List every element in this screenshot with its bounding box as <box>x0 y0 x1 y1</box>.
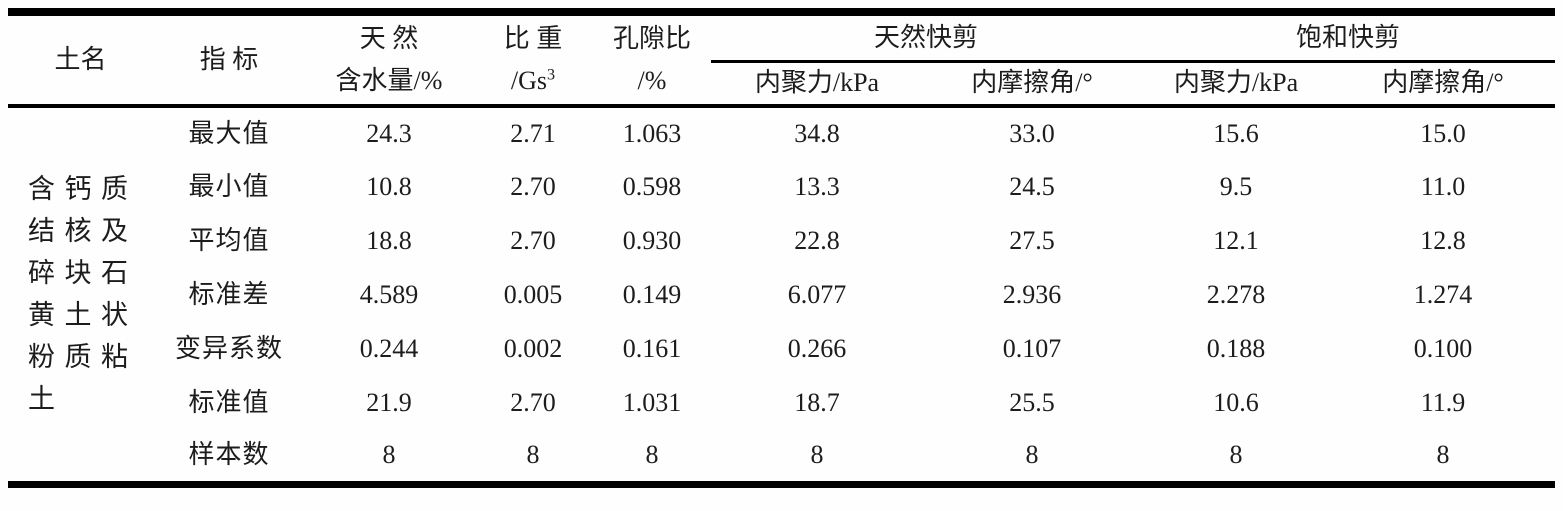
value-cell: 11.0 <box>1420 171 1466 201</box>
value-cell: 8 <box>526 440 540 469</box>
soil-name-line: 土 <box>28 384 55 415</box>
table-row-max: 含钙质 结核及 碎块石 黄土状 粉质粘 土 最大值 24.3 2.71 1.06… <box>8 106 1555 415</box>
value-cell: 0.107 <box>1002 333 1062 363</box>
value-cell: 2.70 <box>510 225 556 255</box>
value-cell: 0.005 <box>503 279 563 309</box>
col-header-void-ratio: 孔隙比 /% <box>593 12 711 108</box>
soil-name-line: 粉质粘 <box>28 342 128 373</box>
soil-name-line: 含钙质 <box>28 174 128 205</box>
specific-gravity-unit: /Gs <box>510 66 548 95</box>
value-cell: 0.266 <box>787 333 847 363</box>
value-cell: 8 <box>1436 440 1450 469</box>
value-cell: 8 <box>1025 440 1039 469</box>
value-cell: 0.149 <box>622 279 682 309</box>
table-row-min: 最小值 10.8 2.70 0.598 13.3 24.5 9.5 11.0 <box>8 160 1555 214</box>
value-cell: 0.244 <box>359 333 419 363</box>
header-row-1: 土名 指 标 天 然 含水量/% 比 重 /Gs3 孔隙比 /% 天然快剪 饱和… <box>8 12 1556 108</box>
value-cell: 0.100 <box>1413 333 1473 363</box>
specific-gravity-line1: 比 重 <box>503 24 563 53</box>
value-cell: 21.9 <box>366 387 412 417</box>
group-header-saturated-quick-shear: 饱和快剪 <box>1141 12 1556 63</box>
value-cell: 15.0 <box>1420 118 1466 148</box>
row-label: 样本数 <box>188 440 270 469</box>
col-header-friction-angle-natural: 内摩擦角/° <box>923 61 1142 108</box>
row-label: 变异系数 <box>174 333 283 363</box>
value-cell: 8 <box>645 440 659 469</box>
col-header-friction-angle-saturated: 内摩擦角/° <box>1331 61 1556 108</box>
col-header-indicator: 指 标 <box>153 12 305 108</box>
value-cell: 8 <box>1229 440 1243 469</box>
value-cell: 13.3 <box>794 171 840 201</box>
value-cell: 2.70 <box>510 171 556 201</box>
row-label: 标准值 <box>188 387 270 417</box>
void-ratio-line2: /% <box>637 66 667 95</box>
specific-gravity-line2: /Gs3 <box>473 60 593 102</box>
row-label: 最小值 <box>188 171 270 201</box>
table-row-mean: 平均值 18.8 2.70 0.930 22.8 27.5 12.1 12.8 <box>8 214 1555 268</box>
value-cell: 11.9 <box>1420 387 1466 417</box>
value-cell: 25.5 <box>1009 387 1055 417</box>
value-cell: 18.7 <box>794 387 840 417</box>
value-cell: 2.71 <box>510 118 556 148</box>
value-cell: 6.077 <box>787 279 847 309</box>
value-cell: 12.8 <box>1420 225 1466 255</box>
value-cell: 18.8 <box>366 225 412 255</box>
soil-statistics-table: 土名 指 标 天 然 含水量/% 比 重 /Gs3 孔隙比 /% 天然快剪 饱和… <box>8 8 1556 488</box>
col-header-specific-gravity: 比 重 /Gs3 <box>473 12 593 108</box>
soil-name-block: 含钙质 结核及 碎块石 黄土状 粉质粘 土 <box>28 168 128 420</box>
row-label: 标准差 <box>188 279 270 309</box>
value-cell: 10.6 <box>1213 387 1259 417</box>
void-ratio-line1: 孔隙比 <box>612 24 691 53</box>
value-cell: 2.936 <box>1002 279 1062 309</box>
table-row-variation-coefficient: 变异系数 0.244 0.002 0.161 0.266 0.107 0.188… <box>8 322 1555 376</box>
value-cell: 0.598 <box>622 171 682 201</box>
water-content-line1: 天 然 <box>359 24 419 53</box>
specific-gravity-superscript: 3 <box>547 66 556 84</box>
value-cell: 2.278 <box>1206 279 1266 309</box>
value-cell: 9.5 <box>1219 171 1253 201</box>
value-cell: 15.6 <box>1213 118 1259 148</box>
value-cell: 1.063 <box>622 118 682 148</box>
header-row-2: 内聚力/kPa 内摩擦角/° 内聚力/kPa 内摩擦角/° <box>8 61 1556 108</box>
col-header-water-content: 天 然 含水量/% <box>305 12 473 108</box>
row-label: 最大值 <box>188 118 270 148</box>
value-cell: 24.3 <box>366 118 412 148</box>
value-cell: 2.70 <box>510 387 556 417</box>
value-cell: 8 <box>382 440 396 469</box>
group-header-natural-quick-shear: 天然快剪 <box>711 12 1142 63</box>
row-label: 平均值 <box>188 225 270 255</box>
value-cell: 8 <box>810 440 824 469</box>
soil-name-line: 碎块石 <box>28 258 128 289</box>
soil-name-line: 黄土状 <box>28 300 128 331</box>
value-cell: 34.8 <box>794 118 840 148</box>
value-cell: 33.0 <box>1009 118 1055 148</box>
table-row-standard-value: 标准值 21.9 2.70 1.031 18.7 25.5 10.6 11.9 <box>8 376 1555 430</box>
soil-name-cell: 含钙质 结核及 碎块石 黄土状 粉质粘 土 <box>8 106 153 484</box>
table-row-sample-count: 样本数 8 8 8 8 8 8 8 <box>8 430 1555 484</box>
water-content-line2: 含水量/% <box>335 66 443 95</box>
value-cell: 1.031 <box>622 387 682 417</box>
col-header-cohesion-natural: 内聚力/kPa <box>711 61 923 108</box>
value-cell: 0.161 <box>622 333 682 363</box>
soil-name-line: 结核及 <box>28 216 128 247</box>
col-header-cohesion-saturated: 内聚力/kPa <box>1141 61 1332 108</box>
col-header-soil-name: 土名 <box>8 12 153 108</box>
value-cell: 12.1 <box>1213 225 1259 255</box>
value-cell: 22.8 <box>794 225 840 255</box>
value-cell: 0.188 <box>1206 333 1266 363</box>
value-cell: 1.274 <box>1413 279 1473 309</box>
table-row-stddev: 标准差 4.589 0.005 0.149 6.077 2.936 2.278 … <box>8 268 1555 322</box>
value-cell: 27.5 <box>1009 225 1055 255</box>
value-cell: 4.589 <box>359 279 419 309</box>
value-cell: 0.002 <box>503 333 563 363</box>
value-cell: 24.5 <box>1009 171 1055 201</box>
value-cell: 0.930 <box>622 225 682 255</box>
value-cell: 10.8 <box>366 171 412 201</box>
